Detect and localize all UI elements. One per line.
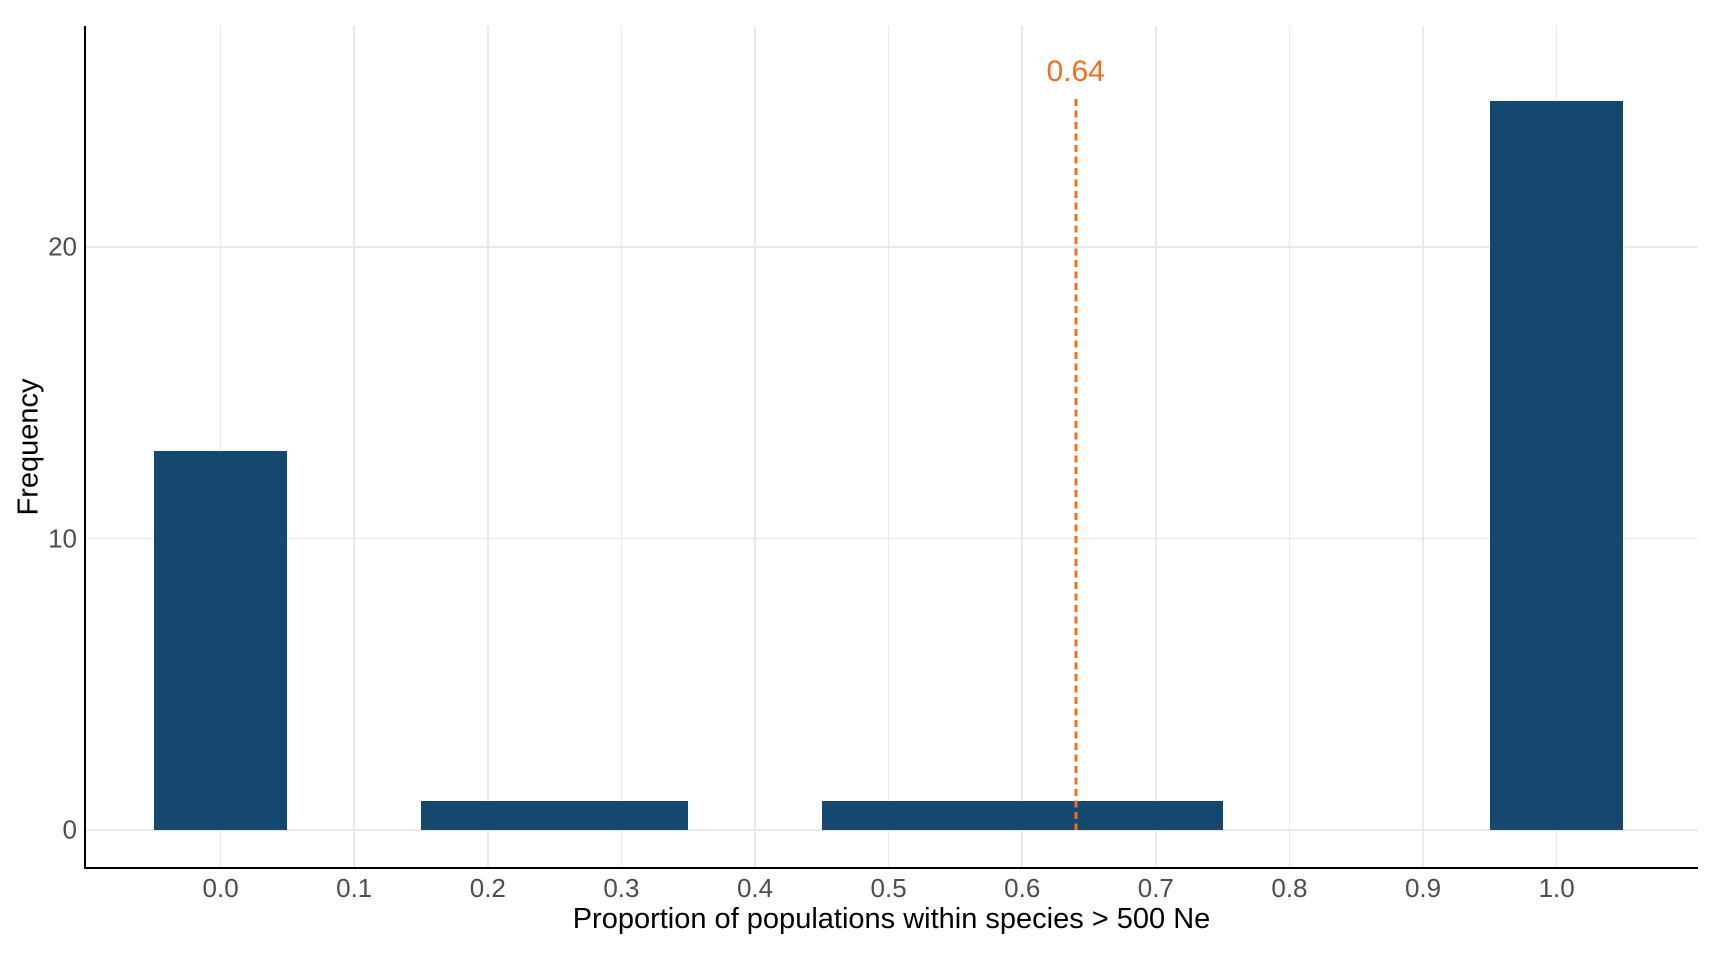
x-gridline [219,26,222,867]
y-axis-title: Frequency [12,377,45,516]
y-gridline [85,246,1698,248]
y-gridline [85,829,1698,831]
y-tick-label: 20 [48,231,77,262]
x-tick-label: 0.3 [603,873,640,903]
x-tick-label: 0.4 [736,873,774,903]
x-tick-label: 1.0 [1538,873,1575,903]
x-tick-label: 0.5 [870,873,907,903]
y-tick-label: 0 [62,814,77,845]
x-gridline [620,26,623,867]
x-gridline [487,26,489,867]
x-axis-title: Proportion of populations within species… [572,903,1211,935]
x-tick-label: 0.0 [202,873,239,903]
x-tick-label: 0.7 [1137,873,1174,903]
histogram-bar [421,800,555,830]
x-gridline [353,26,355,867]
threshold-vline-dashed [1074,98,1078,830]
threshold-value-label: 0.64 [1046,55,1105,89]
x-tick-label: 0.6 [1004,873,1041,903]
histogram-bar [1089,800,1223,830]
x-gridline [754,26,756,867]
histogram-bar [554,800,689,830]
x-axis-line [84,867,1698,869]
x-gridline [1288,26,1291,867]
x-gridline [887,26,890,867]
x-tick-label: 0.2 [469,873,506,903]
histogram-bar [821,800,956,830]
y-axis-line [84,26,86,869]
y-gridline [85,537,1698,540]
x-tick-label: 0.1 [336,873,373,903]
histogram-bar [955,800,1090,830]
x-gridline [1422,26,1424,867]
x-gridline [1021,26,1023,867]
x-tick-label: 0.8 [1271,873,1308,903]
y-tick-label: 10 [48,523,77,554]
histogram-bar [153,451,288,830]
histogram-bar [1489,101,1624,830]
x-gridline [1155,26,1157,867]
x-tick-label: 0.9 [1404,873,1442,903]
